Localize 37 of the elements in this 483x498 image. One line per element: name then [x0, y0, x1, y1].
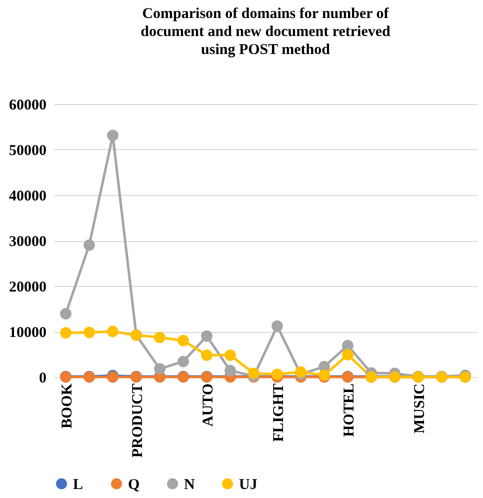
x-tick-label: MUSIC [412, 384, 428, 434]
point [295, 366, 306, 378]
point [107, 130, 118, 142]
legend-label: UJ [239, 476, 258, 493]
y-tick-label: 30000 [9, 234, 46, 250]
y-tick-label: 50000 [9, 143, 46, 159]
x-tick-label: PRODUCT [130, 384, 146, 458]
chart-title: Comparison of domains for number of document and new document retrieved using POST method [140, 6, 392, 58]
point [154, 363, 166, 374]
y-tick-label: 0 [39, 370, 46, 386]
x-tick-label: BOOK [59, 383, 76, 429]
point [178, 334, 189, 346]
legend-label: N [184, 476, 195, 493]
y-tick-label: 10000 [9, 325, 46, 341]
point [224, 364, 236, 376]
point [201, 330, 212, 342]
point [84, 239, 95, 251]
point [154, 332, 166, 344]
point [272, 368, 283, 380]
y-tick-label: 60000 [9, 98, 46, 114]
point [84, 326, 95, 338]
point [248, 368, 260, 380]
point [201, 349, 212, 361]
y-tick-label: 40000 [9, 188, 46, 204]
y-tick-label: 20000 [9, 280, 46, 296]
point [178, 356, 189, 368]
point [224, 349, 236, 361]
legend-label: Q [128, 476, 140, 493]
x-tick-label: HOTEL [341, 384, 358, 437]
legend-label: L [73, 476, 84, 493]
x-tick-label: FLIGHT [270, 384, 287, 442]
point [107, 326, 118, 338]
x-tick-label: AUTO [200, 384, 216, 427]
point [60, 308, 72, 320]
point [342, 349, 354, 360]
point [272, 320, 283, 332]
point [60, 327, 72, 339]
